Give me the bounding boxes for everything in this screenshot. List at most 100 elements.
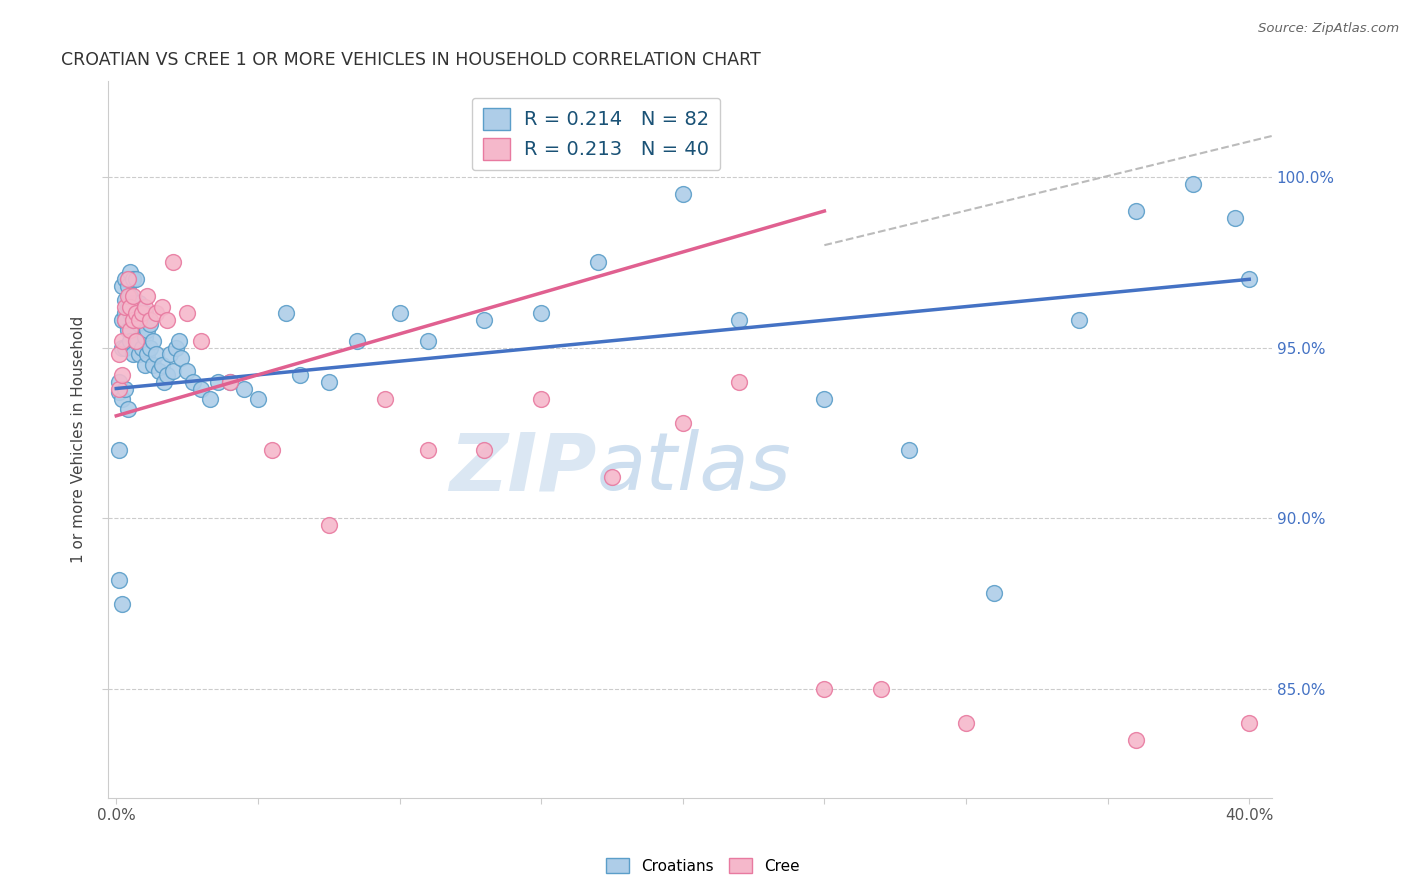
Point — [125, 272, 148, 286]
Point — [120, 334, 142, 348]
Point — [108, 375, 131, 389]
Point — [117, 324, 139, 338]
Point — [139, 313, 162, 327]
Point — [388, 306, 411, 320]
Point — [134, 300, 156, 314]
Point — [148, 364, 170, 378]
Point — [150, 358, 173, 372]
Point — [170, 351, 193, 365]
Point — [114, 313, 136, 327]
Point — [108, 384, 131, 399]
Point — [318, 518, 340, 533]
Point — [232, 382, 254, 396]
Point — [131, 313, 153, 327]
Point — [125, 306, 148, 320]
Point — [983, 586, 1005, 600]
Point — [176, 306, 198, 320]
Point — [117, 289, 139, 303]
Point — [156, 368, 179, 382]
Point — [190, 334, 212, 348]
Point — [728, 313, 751, 327]
Point — [125, 334, 148, 348]
Point — [122, 296, 145, 310]
Point — [290, 368, 312, 382]
Point — [111, 313, 134, 327]
Point — [1223, 211, 1246, 225]
Point — [1239, 272, 1261, 286]
Point — [156, 313, 179, 327]
Legend: R = 0.214   N = 82, R = 0.213   N = 40: R = 0.214 N = 82, R = 0.213 N = 40 — [472, 97, 720, 170]
Point — [111, 334, 134, 348]
Point — [1125, 204, 1147, 219]
Point — [122, 272, 145, 286]
Point — [128, 347, 150, 361]
Point — [142, 334, 165, 348]
Point — [120, 306, 142, 320]
Point — [139, 317, 162, 331]
Point — [108, 442, 131, 457]
Point — [120, 265, 142, 279]
Point — [108, 382, 131, 396]
Point — [108, 347, 131, 361]
Point — [114, 272, 136, 286]
Point — [131, 341, 153, 355]
Point — [120, 289, 142, 303]
Point — [162, 364, 184, 378]
Point — [153, 375, 176, 389]
Point — [955, 716, 977, 731]
Point — [128, 317, 150, 331]
Point — [165, 341, 187, 355]
Point — [114, 313, 136, 327]
Point — [318, 375, 340, 389]
Point — [114, 293, 136, 307]
Point — [111, 392, 134, 406]
Point — [207, 375, 229, 389]
Point — [1069, 313, 1091, 327]
Point — [813, 392, 835, 406]
Point — [276, 306, 298, 320]
Point — [114, 306, 136, 320]
Point — [122, 347, 145, 361]
Point — [600, 470, 623, 484]
Point — [139, 341, 162, 355]
Point — [108, 573, 131, 587]
Point — [125, 296, 148, 310]
Point — [111, 341, 134, 355]
Text: Source: ZipAtlas.com: Source: ZipAtlas.com — [1258, 22, 1399, 36]
Point — [117, 300, 139, 314]
Y-axis label: 1 or more Vehicles in Household: 1 or more Vehicles in Household — [72, 316, 86, 564]
Point — [374, 392, 396, 406]
Point — [134, 358, 156, 372]
Point — [150, 300, 173, 314]
Point — [1239, 716, 1261, 731]
Point — [218, 375, 240, 389]
Point — [114, 382, 136, 396]
Text: atlas: atlas — [596, 429, 792, 508]
Point — [122, 289, 145, 303]
Point — [416, 334, 439, 348]
Point — [162, 255, 184, 269]
Point — [474, 442, 496, 457]
Point — [813, 681, 835, 696]
Point — [111, 597, 134, 611]
Point — [1181, 177, 1204, 191]
Point — [260, 442, 283, 457]
Point — [145, 347, 167, 361]
Point — [114, 341, 136, 355]
Point — [125, 334, 148, 348]
Point — [117, 279, 139, 293]
Point — [246, 392, 269, 406]
Point — [117, 402, 139, 417]
Point — [128, 313, 150, 327]
Point — [346, 334, 368, 348]
Text: ZIP: ZIP — [450, 429, 596, 508]
Point — [586, 255, 609, 269]
Point — [128, 296, 150, 310]
Point — [176, 364, 198, 378]
Point — [898, 442, 921, 457]
Point — [159, 347, 181, 361]
Point — [672, 186, 695, 201]
Point — [167, 334, 190, 348]
Point — [136, 347, 159, 361]
Point — [530, 306, 553, 320]
